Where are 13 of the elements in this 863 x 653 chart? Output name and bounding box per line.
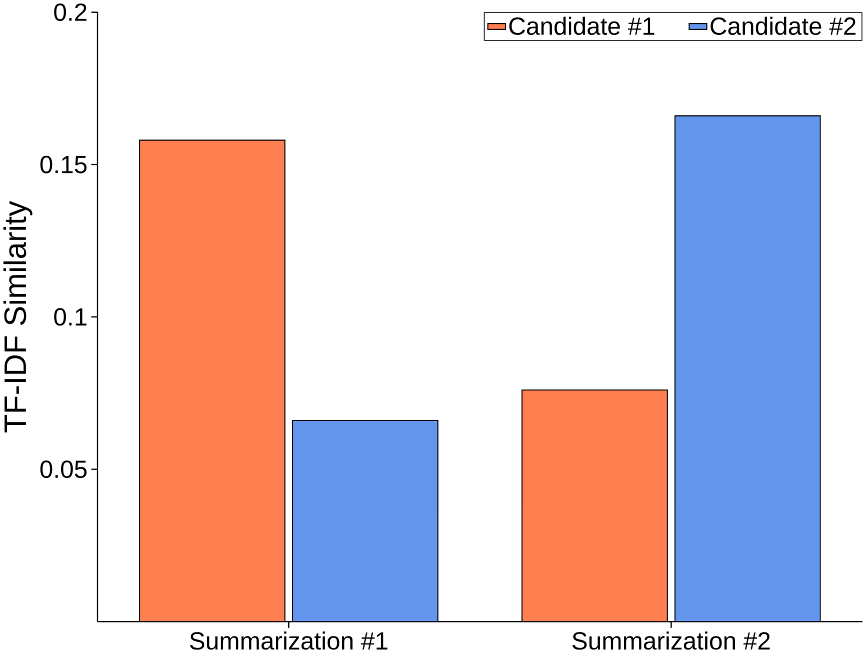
y-tick-label: 0.15 (40, 156, 87, 174)
bar (521, 389, 668, 622)
bar (292, 420, 438, 622)
y-tick-label: 0.05 (40, 460, 87, 478)
bar (674, 115, 821, 622)
x-tick-label: Summarization #2 (572, 631, 770, 650)
y-tick-label: 0.2 (54, 3, 86, 21)
legend-label: Candidate #2 (710, 16, 856, 35)
y-tick-label: 0.1 (54, 308, 86, 326)
y-axis-title: TF-IDF Similarity (3, 200, 32, 432)
bar (139, 140, 286, 622)
legend-label: Candidate #1 (509, 16, 654, 35)
x-tick-label: Summarization #1 (190, 631, 388, 650)
